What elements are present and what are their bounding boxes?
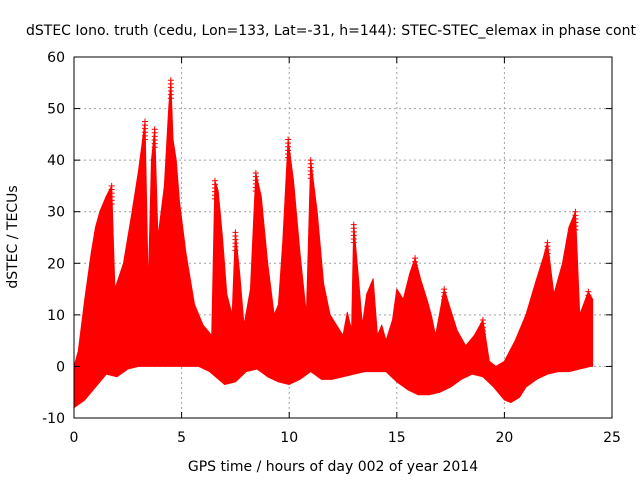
data-point-marker [307,175,314,182]
x-tick-label: 20 [495,430,513,446]
data-point-marker [108,200,115,207]
data-point-marker [142,136,149,143]
data-point-marker [285,154,292,161]
data-point-marker [151,144,158,151]
data-point-marker [412,273,419,280]
data-point-marker [544,257,551,264]
data-point-marker [572,226,579,233]
y-tick-label: 60 [47,50,65,66]
series-envelope [73,79,594,409]
x-tick-label: 25 [603,430,621,446]
y-tick-labels: -10 0 10 20 30 40 50 60 [42,50,65,427]
data-point-marker [441,304,448,311]
x-tick-labels: 0 5 10 15 20 25 [70,430,621,446]
y-tick-label: 0 [56,359,65,375]
data-point-marker [585,306,592,313]
plot-border [73,56,613,419]
data-point-marker [167,95,174,102]
y-tick-label: 30 [47,205,65,221]
x-axis-label: GPS time / hours of day 002 of year 2014 [188,459,478,475]
y-tick-label: -10 [42,411,65,427]
x-tick-label: 15 [388,430,406,446]
data-point-marker [350,239,357,246]
ticks [73,56,613,419]
y-tick-label: 40 [47,153,65,169]
data-point-marker [252,188,259,195]
x-tick-label: 0 [70,430,79,446]
y-tick-label: 50 [47,102,65,118]
data-point-marker [211,195,218,202]
data-point-marker [479,335,486,342]
chart-title: dSTEC Iono. truth (cedu, Lon=133, Lat=-3… [26,23,636,39]
x-tick-label: 10 [280,430,298,446]
y-axis-label: dSTEC / TECUs [5,185,21,288]
y-tick-label: 20 [47,256,65,272]
y-tick-label: 10 [47,308,65,324]
x-tick-label: 5 [177,430,186,446]
plot-frame [73,56,613,419]
series-dstec [73,77,594,409]
data-point-marker [232,247,239,254]
